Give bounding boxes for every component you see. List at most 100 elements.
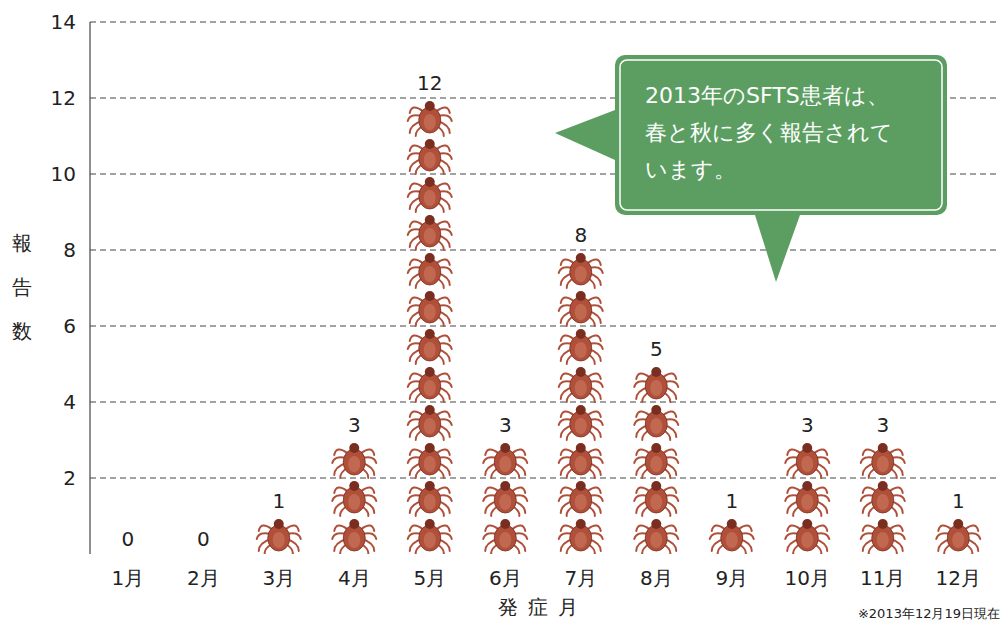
tick-head bbox=[425, 291, 435, 301]
data-label: 8 bbox=[574, 223, 587, 247]
tick-head bbox=[802, 519, 812, 529]
tick-abdomen bbox=[424, 342, 436, 358]
tick-head bbox=[425, 367, 435, 377]
footnote: ※2013年12月19日現在 bbox=[858, 606, 1000, 621]
grid-line bbox=[90, 478, 996, 479]
callout-border bbox=[620, 60, 942, 210]
y-tick-label: 14 bbox=[51, 10, 76, 34]
tick-abdomen bbox=[424, 266, 436, 282]
x-tick-label: 4月 bbox=[338, 566, 371, 590]
tick-head bbox=[349, 519, 359, 529]
x-tick-label: 8月 bbox=[640, 566, 673, 590]
tick-abdomen bbox=[424, 456, 436, 472]
data-label: 1 bbox=[272, 489, 285, 513]
tick-head bbox=[425, 443, 435, 453]
tick-abdomen bbox=[273, 532, 285, 548]
tick-head bbox=[576, 519, 586, 529]
tick-abdomen bbox=[575, 494, 587, 510]
tick-head bbox=[425, 405, 435, 415]
tick-abdomen bbox=[424, 532, 436, 548]
tick-abdomen bbox=[499, 456, 511, 472]
tick-abdomen bbox=[877, 532, 889, 548]
tick-head bbox=[425, 101, 435, 111]
tick-abdomen bbox=[424, 380, 436, 396]
data-label: 12 bbox=[417, 71, 442, 95]
data-label: 0 bbox=[121, 527, 134, 551]
bar bbox=[785, 443, 829, 554]
tick-abdomen bbox=[424, 494, 436, 510]
tick-head bbox=[500, 519, 510, 529]
tick-head bbox=[651, 367, 661, 377]
tick-abdomen bbox=[952, 532, 964, 548]
tick-abdomen bbox=[575, 304, 587, 320]
grid-line bbox=[90, 402, 996, 403]
tick-abdomen bbox=[348, 494, 360, 510]
bar bbox=[483, 443, 527, 554]
y-tick-label: 10 bbox=[51, 162, 76, 186]
tick-abdomen bbox=[726, 532, 738, 548]
tick-head bbox=[651, 443, 661, 453]
tick-head bbox=[274, 519, 284, 529]
tick-head bbox=[576, 253, 586, 263]
data-label: 3 bbox=[348, 413, 361, 437]
tick-abdomen bbox=[499, 494, 511, 510]
data-label: 5 bbox=[650, 337, 663, 361]
x-tick-label: 9月 bbox=[715, 566, 748, 590]
tick-head bbox=[576, 405, 586, 415]
bar bbox=[257, 519, 301, 554]
y-tick-label: 2 bbox=[63, 466, 76, 490]
tick-head bbox=[576, 329, 586, 339]
tick-head bbox=[425, 519, 435, 529]
x-tick-label: 2月 bbox=[187, 566, 220, 590]
bar bbox=[936, 519, 980, 554]
grid-line bbox=[90, 326, 996, 327]
tick-abdomen bbox=[801, 494, 813, 510]
tick-abdomen bbox=[424, 190, 436, 206]
tick-abdomen bbox=[650, 532, 662, 548]
tick-head bbox=[500, 481, 510, 491]
tick-abdomen bbox=[575, 418, 587, 434]
data-label: 3 bbox=[499, 413, 512, 437]
tick-abdomen bbox=[424, 228, 436, 244]
tick-head bbox=[878, 443, 888, 453]
tick-abdomen bbox=[575, 342, 587, 358]
tick-abdomen bbox=[801, 532, 813, 548]
x-tick-label: 7月 bbox=[564, 566, 597, 590]
y-axis-title-char: 報 bbox=[12, 231, 32, 255]
tick-head bbox=[878, 481, 888, 491]
annotation-line: います。 bbox=[645, 157, 736, 182]
tick-head bbox=[425, 139, 435, 149]
y-tick-label: 4 bbox=[63, 390, 76, 414]
tick-head bbox=[651, 405, 661, 415]
tick-abdomen bbox=[424, 152, 436, 168]
tick-head bbox=[576, 291, 586, 301]
tick-abdomen bbox=[575, 456, 587, 472]
tick-head bbox=[651, 481, 661, 491]
tick-head bbox=[727, 519, 737, 529]
callout-tail bbox=[755, 215, 800, 282]
annotation: 2013年のSFTS患者は、春と秋に多く報告されています。 bbox=[645, 83, 893, 182]
tick-head bbox=[425, 329, 435, 339]
tick-head bbox=[349, 481, 359, 491]
grid-line bbox=[90, 22, 996, 23]
x-tick-label: 5月 bbox=[413, 566, 446, 590]
tick-head bbox=[802, 443, 812, 453]
tick-head bbox=[576, 367, 586, 377]
tick-abdomen bbox=[650, 380, 662, 396]
tick-abdomen bbox=[877, 494, 889, 510]
data-label: 3 bbox=[876, 413, 889, 437]
bar bbox=[861, 443, 905, 554]
bar bbox=[559, 253, 603, 554]
tick-abdomen bbox=[650, 494, 662, 510]
data-label: 1 bbox=[725, 489, 738, 513]
x-tick-label: 11月 bbox=[860, 566, 905, 590]
tick-head bbox=[425, 253, 435, 263]
annotation-line: 2013年のSFTS患者は、 bbox=[645, 83, 889, 108]
tick-abdomen bbox=[424, 114, 436, 130]
annotation-line: 春と秋に多く報告されて bbox=[645, 120, 893, 145]
tick-head bbox=[651, 519, 661, 529]
y-axis-title-char: 数 bbox=[12, 319, 32, 343]
tick-head bbox=[576, 481, 586, 491]
data-label: 0 bbox=[197, 527, 210, 551]
bar bbox=[332, 443, 376, 554]
